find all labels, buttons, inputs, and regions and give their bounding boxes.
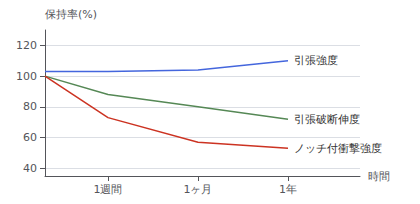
svg-text:80: 80 (23, 100, 37, 113)
svg-text:1年: 1年 (279, 183, 297, 196)
svg-text:60: 60 (23, 131, 37, 144)
svg-text:保持率(%): 保持率(%) (45, 8, 97, 21)
svg-text:40: 40 (23, 162, 37, 175)
svg-text:1週間: 1週間 (94, 183, 123, 196)
svg-text:時間: 時間 (368, 170, 390, 183)
svg-text:引張強度: 引張強度 (294, 54, 338, 67)
svg-text:引張破断伸度: 引張破断伸度 (294, 113, 360, 126)
svg-text:ノッチ付衝撃強度: ノッチ付衝撃強度 (294, 142, 382, 155)
svg-text:100: 100 (16, 70, 37, 83)
svg-text:1ヶ月: 1ヶ月 (184, 183, 213, 196)
svg-text:120: 120 (16, 39, 37, 52)
